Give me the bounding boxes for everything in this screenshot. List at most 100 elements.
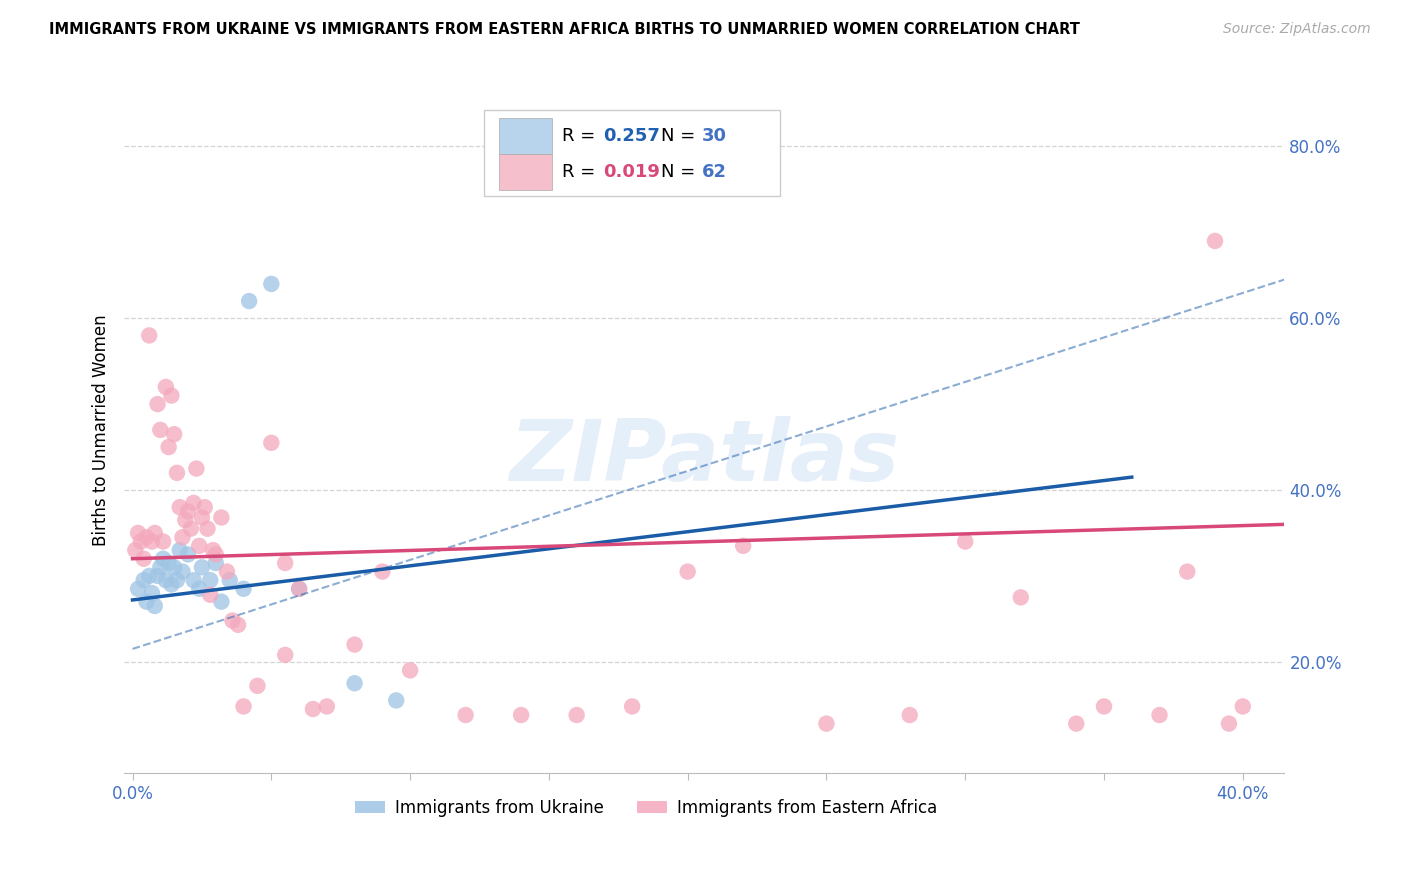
- Point: [132, 573, 155, 587]
- Point: [166, 466, 188, 480]
- Point: [238, 294, 260, 309]
- Point: [180, 522, 202, 536]
- Point: [209, 595, 232, 609]
- FancyBboxPatch shape: [499, 154, 553, 190]
- Point: [274, 648, 297, 662]
- Point: [246, 679, 269, 693]
- Point: [152, 551, 174, 566]
- Point: [169, 500, 191, 515]
- Point: [1149, 708, 1171, 723]
- Point: [815, 716, 838, 731]
- Point: [215, 565, 238, 579]
- Point: [149, 560, 172, 574]
- Point: [191, 510, 214, 524]
- Point: [157, 556, 180, 570]
- Point: [371, 565, 394, 579]
- Point: [1232, 699, 1254, 714]
- Point: [898, 708, 921, 723]
- Point: [343, 638, 366, 652]
- Point: [146, 569, 169, 583]
- Point: [186, 461, 208, 475]
- Point: [172, 530, 194, 544]
- Point: [200, 573, 222, 587]
- Point: [155, 573, 177, 587]
- Point: [191, 560, 214, 574]
- Point: [1010, 591, 1032, 605]
- Point: [135, 530, 157, 544]
- Point: [138, 328, 160, 343]
- Point: [163, 427, 186, 442]
- Y-axis label: Births to Unmarried Women: Births to Unmarried Women: [93, 314, 110, 546]
- Point: [200, 588, 222, 602]
- Text: 62: 62: [702, 163, 727, 181]
- Point: [510, 708, 533, 723]
- Text: 0.257: 0.257: [603, 127, 661, 145]
- Point: [188, 582, 211, 596]
- Point: [1175, 565, 1198, 579]
- Point: [143, 525, 166, 540]
- Point: [183, 496, 205, 510]
- Text: Source: ZipAtlas.com: Source: ZipAtlas.com: [1223, 22, 1371, 37]
- Point: [132, 551, 155, 566]
- Point: [177, 548, 200, 562]
- Point: [177, 504, 200, 518]
- Point: [174, 513, 197, 527]
- Point: [274, 556, 297, 570]
- Point: [221, 614, 243, 628]
- Text: R =: R =: [561, 163, 600, 181]
- Point: [124, 543, 146, 558]
- Point: [204, 548, 226, 562]
- Point: [226, 618, 249, 632]
- Point: [232, 699, 254, 714]
- Point: [454, 708, 477, 723]
- Point: [343, 676, 366, 690]
- Point: [155, 380, 177, 394]
- Point: [204, 556, 226, 570]
- Point: [288, 582, 311, 596]
- Point: [209, 510, 232, 524]
- Point: [194, 500, 217, 515]
- Point: [160, 577, 183, 591]
- Point: [166, 573, 188, 587]
- Point: [183, 573, 205, 587]
- FancyBboxPatch shape: [484, 111, 780, 196]
- Point: [169, 543, 191, 558]
- Point: [163, 560, 186, 574]
- Point: [1092, 699, 1115, 714]
- Text: N =: N =: [661, 163, 702, 181]
- Point: [1204, 234, 1226, 248]
- Point: [1064, 716, 1087, 731]
- Point: [146, 397, 169, 411]
- Point: [141, 586, 163, 600]
- Point: [302, 702, 325, 716]
- Text: IMMIGRANTS FROM UKRAINE VS IMMIGRANTS FROM EASTERN AFRICA BIRTHS TO UNMARRIED WO: IMMIGRANTS FROM UKRAINE VS IMMIGRANTS FR…: [49, 22, 1080, 37]
- Text: R =: R =: [561, 127, 600, 145]
- Text: ZIPatlas: ZIPatlas: [509, 416, 900, 499]
- Point: [260, 435, 283, 450]
- Point: [676, 565, 699, 579]
- Text: N =: N =: [661, 127, 702, 145]
- Point: [218, 573, 240, 587]
- Point: [385, 693, 408, 707]
- Point: [288, 582, 311, 596]
- Point: [135, 595, 157, 609]
- FancyBboxPatch shape: [499, 118, 553, 153]
- Point: [197, 522, 219, 536]
- Text: 0.019: 0.019: [603, 163, 661, 181]
- Point: [733, 539, 755, 553]
- Point: [172, 565, 194, 579]
- Point: [138, 569, 160, 583]
- Point: [152, 534, 174, 549]
- Point: [160, 388, 183, 402]
- Point: [129, 534, 152, 549]
- Point: [157, 440, 180, 454]
- Point: [260, 277, 283, 291]
- Point: [1218, 716, 1240, 731]
- Point: [141, 534, 163, 549]
- Point: [188, 539, 211, 553]
- Point: [202, 543, 225, 558]
- Point: [143, 599, 166, 613]
- Text: 30: 30: [702, 127, 727, 145]
- Point: [955, 534, 977, 549]
- Point: [621, 699, 644, 714]
